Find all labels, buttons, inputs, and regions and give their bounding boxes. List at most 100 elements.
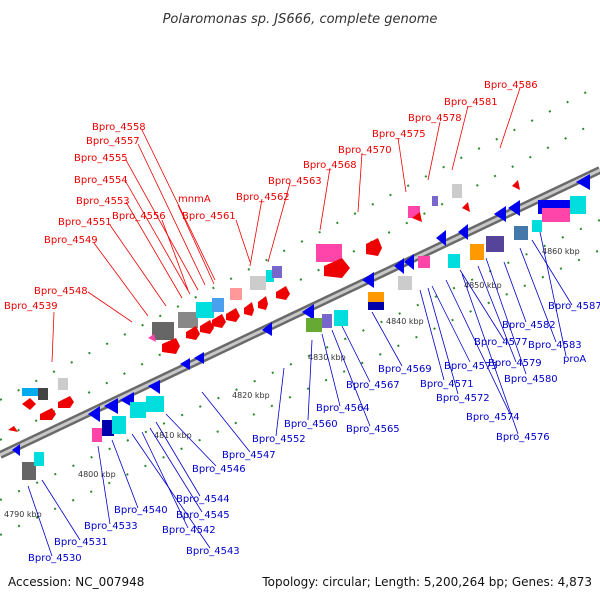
gene-block — [398, 276, 412, 290]
gene-label: Bpro_4531 — [54, 537, 108, 548]
gene-label: Bpro_4569 — [378, 364, 432, 375]
gene-arrow — [436, 230, 446, 246]
gene-block — [418, 256, 430, 268]
gene-arrow — [40, 408, 56, 420]
gene-label: Bpro_4577 — [474, 337, 528, 348]
gene-label: Bpro_4557 — [86, 136, 140, 147]
forward-genes — [8, 180, 520, 432]
gene-arrow — [512, 180, 520, 190]
gene-block — [58, 378, 68, 390]
gene-arrow — [162, 338, 180, 354]
accession-text: Accession: NC_007948 — [8, 575, 144, 589]
gene-label: Bpro_4540 — [114, 505, 168, 516]
gene-arrow — [148, 380, 160, 394]
gene-label: Bpro_4552 — [252, 434, 306, 445]
gene-arrow — [324, 258, 350, 278]
gene-label: Bpro_4546 — [192, 464, 246, 475]
gene-block — [22, 462, 36, 480]
guide-tracks — [0, 84, 600, 536]
gene-block — [570, 196, 586, 214]
gene-arrow — [394, 258, 404, 274]
gene-label: Bpro_4564 — [316, 403, 370, 414]
gene-block — [452, 184, 462, 198]
gene-label: Bpro_4563 — [268, 176, 322, 187]
gene-arrow — [462, 202, 470, 212]
gene-label: Bpro_4553 — [76, 196, 130, 207]
gene-label: Bpro_4562 — [236, 192, 290, 203]
gene-arrow — [412, 212, 422, 222]
gene-label: Bpro_4574 — [466, 412, 520, 423]
gene-label: Bpro_4544 — [176, 494, 230, 505]
gene-label: Bpro_4572 — [436, 393, 490, 404]
gene-block — [532, 220, 542, 232]
gene-block — [432, 196, 438, 206]
tick-label: 4800 kbp — [78, 470, 116, 479]
gene-block — [130, 402, 146, 418]
gene-block — [152, 322, 174, 340]
gene-label: Bpro_4554 — [74, 175, 128, 186]
gene-arrow — [8, 426, 18, 432]
gene-label: Bpro_4578 — [408, 113, 462, 124]
gene-arrow — [404, 254, 414, 270]
gene-arrow — [494, 206, 506, 222]
position-ticks: 4790 kbp 4800 kbp 4810 kbp 4820 kbp 4830… — [4, 247, 580, 519]
gene-block — [22, 388, 38, 396]
gene-block — [212, 298, 224, 312]
gene-label: Bpro_4570 — [338, 145, 392, 156]
gene-label: Bpro_4583 — [528, 340, 582, 351]
gene-label: Bpro_4545 — [176, 510, 230, 521]
bottom-leader-lines — [27, 231, 573, 557]
gene-block — [266, 270, 274, 282]
gene-label: Bpro_4558 — [92, 122, 146, 133]
gene-arrow — [200, 320, 214, 334]
gene-block — [272, 266, 282, 278]
gene-label: Bpro_4587 — [548, 301, 600, 312]
gene-label: Bpro_4575 — [372, 129, 426, 140]
gene-arrow — [362, 272, 374, 288]
gene-arrow — [104, 398, 118, 414]
gene-block — [486, 236, 504, 252]
gene-block — [230, 288, 242, 300]
gene-block — [196, 302, 214, 318]
gene-label: Bpro_4555 — [74, 153, 128, 164]
top-leader-lines — [51, 87, 521, 363]
gene-arrow — [366, 238, 382, 256]
top-gene-labels: Bpro_4586 Bpro_4581 Bpro_4578 Bpro_4575 … — [4, 80, 538, 312]
bottom-gene-labels: Bpro_4587 Bpro_4583 proA Bpro_4582 Bpro_… — [28, 301, 600, 564]
gene-label: Bpro_4579 — [488, 358, 542, 369]
gene-arrow — [88, 406, 100, 422]
gene-arrow — [186, 326, 200, 340]
gene-arrow — [458, 224, 468, 240]
gene-label: Bpro_4539 — [4, 301, 58, 312]
gene-block — [38, 388, 48, 400]
gene-label: Bpro_4556 — [112, 211, 166, 222]
gene-label: Bpro_4530 — [28, 553, 82, 564]
tick-label: 4840 kbp — [386, 317, 424, 326]
gene-arrow — [244, 302, 254, 316]
gene-arrow — [194, 352, 204, 364]
gene-arrow — [12, 444, 20, 456]
gene-block — [322, 314, 332, 328]
gene-block — [146, 396, 164, 412]
gene-block — [316, 244, 342, 262]
gene-block — [102, 420, 114, 436]
tick-label: 4810 kbp — [154, 431, 192, 440]
gene-label: Bpro_4586 — [484, 80, 538, 91]
gene-arrow — [226, 308, 240, 322]
tick-label: 4850 kbp — [464, 281, 502, 290]
topology-text: Topology: circular; Length: 5,200,264 bp… — [261, 575, 592, 589]
gene-block — [368, 302, 384, 310]
gene-label: Bpro_4565 — [346, 424, 400, 435]
gene-label: Bpro_4573 — [444, 361, 498, 372]
tick-label: 4860 kbp — [542, 247, 580, 256]
gene-arrow — [262, 322, 272, 336]
gene-label: mnmA — [178, 194, 211, 205]
gene-label: Bpro_4567 — [346, 380, 400, 391]
gene-label: Bpro_4547 — [222, 450, 276, 461]
reverse-genes — [12, 174, 590, 480]
gene-label: proA — [563, 354, 586, 365]
gene-label: Bpro_4561 — [182, 211, 236, 222]
gene-arrow — [258, 296, 268, 310]
gene-label: Bpro_4551 — [58, 217, 112, 228]
